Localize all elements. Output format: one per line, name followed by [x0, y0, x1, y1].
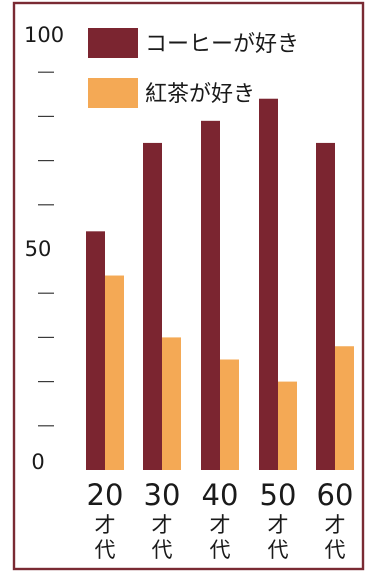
x-tick-label: 20 — [87, 478, 124, 512]
bar-coffee-20 — [86, 231, 105, 470]
y-tick-label: 0 — [31, 450, 44, 474]
legend-swatch — [88, 78, 138, 108]
y-axis: 0 50 100 — [24, 23, 64, 474]
x-tick-suffix: 代 — [95, 538, 116, 562]
bar-coffee-50 — [259, 98, 278, 470]
bar-coffee-40 — [201, 120, 220, 470]
bar-coffee-60 — [316, 142, 335, 471]
x-tick-suffix: 代 — [152, 538, 173, 562]
bar-coffee-30 — [143, 142, 162, 471]
y-tick-label: 50 — [25, 237, 52, 261]
x-tick-suffix: 代 — [210, 538, 231, 562]
x-tick-suffix: 才 — [268, 513, 289, 537]
bar-tea-20 — [105, 275, 124, 470]
x-tick-suffix: 才 — [152, 513, 173, 537]
x-tick-label: 50 — [260, 478, 297, 512]
x-tick-suffix: 才 — [95, 513, 116, 537]
bar-tea-30 — [162, 337, 181, 470]
x-tick-label: 40 — [202, 478, 239, 512]
x-tick-suffix: 代 — [268, 538, 289, 562]
x-tick-label: 30 — [144, 478, 181, 512]
x-tick-suffix: 才 — [210, 513, 231, 537]
bar-tea-50 — [278, 381, 297, 470]
x-tick-suffix: 才 — [325, 513, 346, 537]
bar-tea-40 — [220, 359, 239, 470]
bars — [86, 98, 354, 471]
chart-frame — [12, 1, 365, 571]
bar-tea-60 — [335, 346, 354, 470]
x-tick-suffix: 代 — [325, 538, 346, 562]
legend-label: コーヒーが好き — [145, 32, 299, 57]
x-tick-label: 60 — [317, 478, 354, 512]
legend-swatch — [88, 28, 138, 58]
legend-label: 紅茶が好き — [145, 82, 255, 107]
y-tick-label: 100 — [24, 23, 64, 47]
